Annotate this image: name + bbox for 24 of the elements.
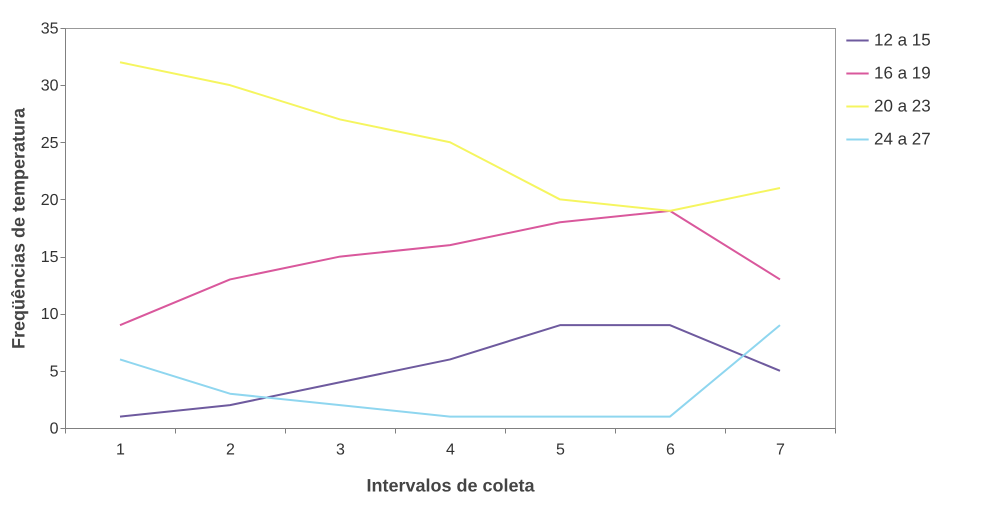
legend-label: 24 a 27 [874, 130, 931, 148]
y-tick-label: 5 [50, 363, 59, 380]
legend-label: 12 a 15 [874, 30, 931, 50]
x-tick-label: 4 [446, 442, 456, 458]
x-axis-title: Intervalos de coleta [366, 476, 536, 496]
y-axis-title: Freqüências de temperatura [8, 106, 29, 350]
x-tick-label: 6 [666, 442, 676, 458]
x-tick-label: 5 [556, 442, 566, 458]
legend-label: 20 a 23 [874, 96, 931, 116]
line-series [119, 324, 781, 418]
y-tick-label: 30 [40, 78, 59, 95]
x-tick-label: 2 [226, 442, 236, 458]
x-tick-label: 1 [116, 442, 126, 458]
y-tick-label: 25 [40, 134, 59, 152]
y-tick-label: 35 [40, 20, 59, 38]
y-tick-label: 0 [50, 420, 59, 438]
x-tick-label: 3 [336, 442, 346, 458]
y-tick-label: 15 [40, 249, 59, 266]
x-tick-label: 7 [776, 442, 786, 458]
legend-label: 16 a 19 [874, 64, 931, 82]
y-tick-label: 20 [40, 192, 59, 209]
line-series [119, 61, 781, 212]
y-tick-label: 10 [40, 306, 59, 324]
line-series [119, 210, 781, 326]
